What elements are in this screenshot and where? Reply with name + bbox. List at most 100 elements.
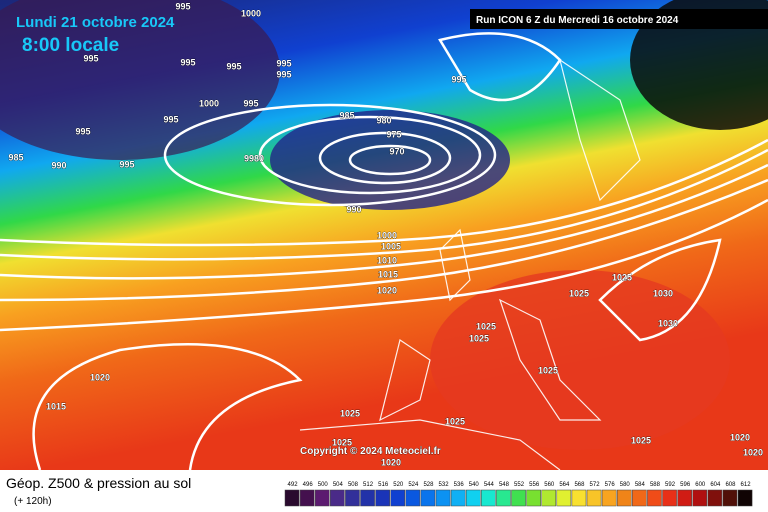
colorbar-tick-label: 568 (574, 482, 585, 488)
isobar-label: 995 (163, 114, 178, 124)
isobar-label: 995 (175, 1, 190, 11)
colorbar-tick-label: 504 (333, 482, 344, 488)
isobar-label: 1020 (730, 432, 750, 442)
isobar-label: 1025 (569, 288, 589, 298)
isobar-label: 990 (51, 160, 66, 170)
colorbar-swatch (737, 489, 753, 507)
isobar-label: 1025 (476, 321, 496, 331)
isobar-label: 980 (376, 115, 391, 125)
colorbar-swatch (601, 489, 617, 507)
colorbar-swatch (692, 489, 708, 507)
colorbar-tick-label: 508 (348, 482, 359, 488)
colorbar-tick-label: 560 (544, 482, 555, 488)
colorbar-swatch (435, 489, 451, 507)
isobar-label: 975 (386, 129, 401, 139)
colorbar-tick-label: 608 (725, 482, 736, 488)
isobar-label: 1025 (332, 437, 352, 447)
colorbar-swatch (481, 489, 496, 507)
colorbar-tick-label: 536 (454, 482, 465, 488)
colorbar-swatch (465, 489, 481, 507)
colorbar-swatch (571, 489, 587, 507)
copyright: Copyright © 2024 Meteociel.fr (300, 446, 441, 457)
isobar-label: 1030 (653, 288, 673, 298)
isobar-label: 995 (180, 57, 195, 67)
colorbar-swatch (314, 489, 330, 507)
colorbar-tick-label: 592 (665, 482, 676, 488)
colorbar-tick-label: 516 (378, 482, 389, 488)
forecast-date: Lundi 21 octobre 2024 (16, 14, 175, 31)
masked-area (630, 0, 768, 130)
colorbar-tick-label: 492 (288, 482, 299, 488)
colorbar-tick-label: 496 (303, 482, 314, 488)
colorbar-swatch (511, 489, 526, 507)
colorbar-swatch (632, 489, 647, 507)
isobar-label: 995 (75, 126, 90, 136)
low-geopotential (270, 110, 510, 210)
colorbar-swatch (677, 489, 692, 507)
colorbar-swatch (420, 489, 436, 507)
isobar-label: 1020 (743, 447, 763, 457)
colorbar-tick-label: 500 (318, 482, 329, 488)
run-banner (470, 9, 768, 29)
isobar-label: 1000 (199, 98, 219, 108)
colorbar-swatch (616, 489, 632, 507)
colorbar-tick-label: 600 (695, 482, 706, 488)
colorbar-swatch (299, 489, 315, 507)
isobar-label: 1020 (377, 285, 397, 295)
isobar-label: 995 (276, 58, 291, 68)
colorbar-tick-label: 576 (605, 482, 616, 488)
colorbar-tick-label: 552 (514, 482, 525, 488)
colorbar-swatch (284, 489, 300, 507)
isobar-label: 1000 (377, 230, 397, 240)
colorbar-tick-label: 544 (484, 482, 495, 488)
isobar-label: 1015 (378, 269, 398, 279)
colorbar-swatch (360, 489, 375, 507)
colorbar-tick-label: 572 (590, 482, 601, 488)
isobar-label: 970 (389, 146, 404, 156)
colorbar-swatch (345, 489, 360, 507)
coastlines (299, 58, 641, 471)
colorbar-swatch (556, 489, 572, 507)
colorbar-tick-label: 524 (408, 482, 419, 488)
isobar-label: 1030 (658, 318, 678, 328)
colorbar-swatch (330, 489, 345, 507)
isobar-label: 995 (451, 74, 466, 84)
isobar-label: 1025 (538, 365, 558, 375)
colorbar-swatch (390, 489, 406, 507)
isobar-label: 985 (339, 110, 354, 120)
colorbar-tick-label: 604 (710, 482, 721, 488)
isobar-label: 995 (83, 53, 98, 63)
colorbar-swatch (707, 489, 723, 507)
isobars (0, 32, 768, 471)
colorbar-swatch (450, 489, 466, 507)
colorbar-swatch (662, 489, 677, 507)
colorbar-tick-label: 596 (680, 482, 691, 488)
colorbar-tick-label: 512 (363, 482, 374, 488)
colorbar-tick-label: 548 (499, 482, 510, 488)
colorbar-swatch (405, 489, 421, 507)
isobar-label: 990 (346, 204, 361, 214)
colorbar-swatch (375, 489, 390, 507)
colorbar-tick-label: 556 (529, 482, 540, 488)
isobar-label: 1025 (340, 408, 360, 418)
isobar-label: 1025 (612, 272, 632, 282)
colorbar-tick-label: 580 (620, 482, 631, 488)
isobar-label: 9980 (244, 153, 264, 163)
isobar-label: 1010 (377, 255, 397, 265)
isobar-label: 995 (276, 69, 291, 79)
isobar-label: 995 (226, 61, 241, 71)
isobar-label: 995 (243, 98, 258, 108)
lead-time: (+ 120h) (14, 496, 52, 507)
isobar-label: 995 (119, 159, 134, 169)
legend-title: Géop. Z500 & pression au sol (6, 475, 191, 491)
colorbar-swatch (541, 489, 557, 507)
colorbar-swatch (647, 489, 662, 507)
colorbar-tick-label: 564 (559, 482, 570, 488)
colorbar-swatch (526, 489, 541, 507)
colorbar-swatch (722, 489, 738, 507)
colorbar-tick-label: 584 (635, 482, 646, 488)
isobar-label: 1020 (90, 372, 110, 382)
colorbar-tick-label: 540 (469, 482, 480, 488)
colorbar: 492 496 500 504 508 512 516 520 524 528 532 536 540 5… (284, 482, 753, 507)
